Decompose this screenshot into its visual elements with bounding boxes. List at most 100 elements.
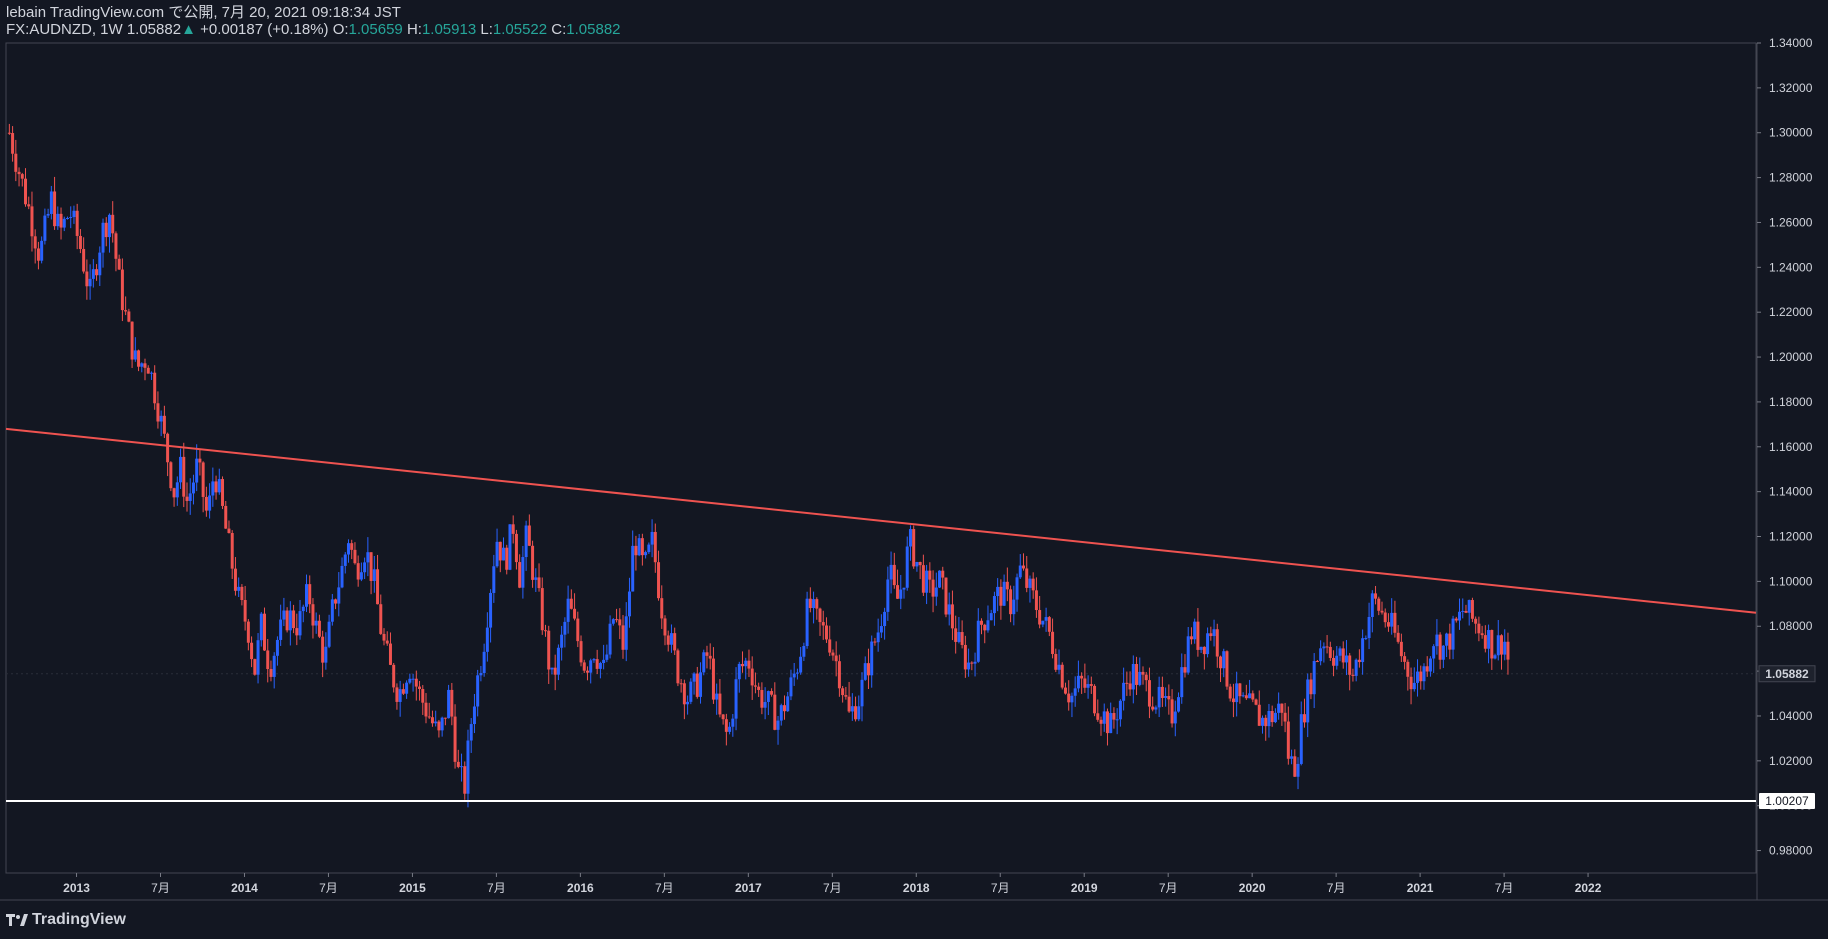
candle-body — [65, 217, 69, 219]
footer-brand[interactable]: TradingView — [6, 911, 126, 929]
candle-body — [107, 214, 111, 238]
candle-body — [711, 658, 715, 700]
candle-body — [214, 481, 218, 493]
candle-body — [815, 599, 819, 609]
candle-body — [1186, 636, 1190, 673]
candle-body — [1432, 646, 1436, 659]
candle-body — [873, 641, 877, 643]
candle-body — [424, 702, 428, 717]
candle-body — [1277, 703, 1281, 713]
candle-body — [970, 662, 974, 664]
x-tick-label: 2019 — [1071, 881, 1098, 895]
candle-body — [82, 248, 86, 272]
candle-body — [437, 721, 441, 731]
candle-body — [308, 584, 312, 605]
candle-body — [589, 660, 593, 673]
candle-body — [824, 625, 828, 640]
candle-body — [198, 458, 202, 463]
candle-body — [418, 686, 422, 690]
candle-body — [1354, 659, 1358, 676]
candle-body — [388, 643, 392, 665]
candle-body — [950, 604, 954, 629]
candle-body — [7, 132, 11, 134]
candle-body — [605, 654, 609, 660]
candle-body — [453, 716, 457, 762]
candle-body — [1422, 666, 1426, 682]
candle-body — [85, 271, 89, 287]
candle-body — [1073, 688, 1077, 696]
candle-body — [237, 586, 241, 591]
candle-body — [686, 701, 690, 705]
candle-body — [1370, 593, 1374, 617]
candle-body — [1034, 590, 1038, 611]
candle-body — [960, 632, 964, 645]
candle-body — [673, 633, 677, 651]
candle-body — [1364, 638, 1368, 640]
candle-body — [556, 647, 560, 675]
candle-body — [120, 269, 124, 311]
candle-body — [1060, 664, 1064, 688]
candle-body — [792, 673, 796, 678]
candle-body — [169, 462, 173, 489]
candle-body — [547, 630, 551, 670]
candle-body — [317, 620, 321, 637]
candle-body — [728, 726, 732, 732]
candle-body — [243, 599, 247, 622]
candle-body — [1280, 703, 1284, 713]
candle-body — [1451, 618, 1455, 650]
candle-body — [705, 652, 709, 656]
candle-body — [1257, 704, 1261, 726]
candle-body — [569, 598, 573, 609]
candle-body — [1244, 695, 1248, 699]
candle-body — [421, 689, 425, 703]
candle-body — [618, 619, 622, 626]
candle-body — [1435, 634, 1439, 647]
x-tick-label: 7月 — [823, 881, 842, 895]
chart-header: lebain TradingView.com で公開, 7月 20, 2021 … — [6, 4, 621, 38]
x-tick-label: 2022 — [1575, 881, 1602, 895]
candle-body — [1383, 612, 1387, 623]
candle-body — [1212, 629, 1216, 637]
candle-body — [1118, 700, 1122, 720]
candle-body — [1386, 622, 1390, 627]
candle-body — [931, 579, 935, 597]
candle-body — [156, 403, 160, 422]
y-tick-label: 1.18000 — [1769, 395, 1813, 409]
candle-body — [1177, 697, 1181, 712]
candle-body — [598, 663, 602, 669]
candle-body — [447, 689, 451, 719]
candle-body — [876, 632, 880, 643]
candle-body — [1083, 678, 1087, 688]
candle-body — [408, 678, 412, 683]
support-price-label: 1.00207 — [1765, 794, 1809, 808]
candle-body — [837, 661, 841, 689]
candle-body — [233, 568, 237, 591]
candle-body — [1005, 581, 1009, 590]
candle-body — [495, 541, 499, 567]
candle-body — [992, 596, 996, 614]
y-tick-label: 1.04000 — [1769, 709, 1813, 723]
close-label: C: — [551, 21, 567, 38]
x-tick-label: 2016 — [567, 881, 594, 895]
candle-body — [770, 691, 774, 695]
candle-body — [450, 689, 454, 717]
candle-body — [657, 562, 661, 599]
candle-body — [1219, 656, 1223, 669]
candle-body — [69, 217, 73, 219]
x-tick-label: 7月 — [1327, 881, 1346, 895]
resistance-trendline[interactable] — [5, 427, 1757, 614]
candle-body — [1199, 646, 1203, 650]
change-arrow-icon: ▲ — [181, 21, 196, 38]
candle-body — [782, 705, 786, 712]
candle-body — [944, 577, 948, 615]
candle-body — [1222, 651, 1226, 669]
candle-body — [1390, 612, 1394, 627]
candle-body — [773, 694, 777, 730]
candle-body — [938, 570, 942, 588]
candle-body — [285, 610, 289, 631]
candle-body — [376, 569, 380, 605]
candle-body — [1131, 664, 1135, 690]
candle-body — [133, 350, 137, 360]
candle-body — [1157, 686, 1161, 708]
